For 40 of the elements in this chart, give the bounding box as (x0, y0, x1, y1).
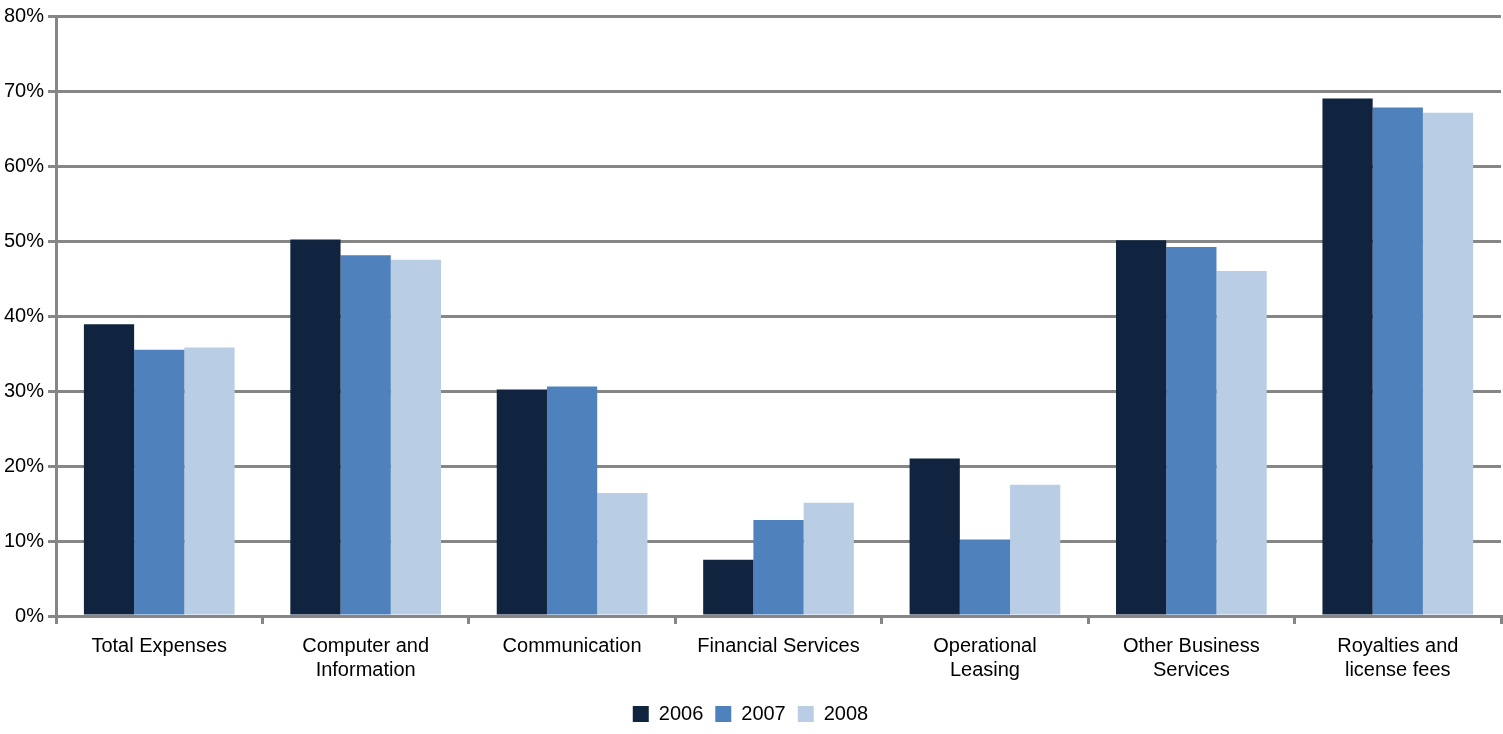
y-tick-label: 0% (15, 603, 45, 626)
y-tick-label: 30% (4, 378, 45, 401)
y-tick-label: 80% (4, 3, 45, 26)
bar (597, 493, 648, 615)
bar (1116, 240, 1167, 615)
x-tick-label: Royalties and license fees (1337, 633, 1459, 680)
bar (1010, 484, 1061, 615)
y-tick-label: 20% (4, 453, 45, 476)
x-tick-label: Computer and Information (302, 633, 430, 680)
bar (1372, 107, 1423, 615)
legend-label: 2008 (823, 701, 869, 724)
bar (496, 389, 547, 615)
bar (753, 520, 804, 615)
y-tick-label: 70% (4, 78, 45, 101)
y-tick-label: 60% (4, 153, 45, 176)
bar (803, 502, 854, 615)
bar (909, 458, 960, 615)
bar (1166, 247, 1217, 615)
x-tick-label: Financial Services (697, 633, 860, 656)
bar (1216, 271, 1267, 615)
bar (340, 255, 391, 615)
bar (1422, 112, 1474, 615)
y-tick-label: 40% (4, 303, 45, 326)
bar (1322, 98, 1373, 615)
bar (546, 386, 598, 615)
legend-label: 2007 (741, 701, 786, 724)
y-tick-label: 10% (4, 528, 45, 551)
y-tick-label: 50% (4, 228, 45, 251)
bar (390, 259, 442, 615)
x-tick-label: Communication (502, 633, 642, 656)
bar (134, 349, 185, 615)
x-tick-label: Operational Leasing (933, 633, 1037, 680)
bar (290, 239, 341, 615)
bar (959, 539, 1011, 615)
bar (703, 559, 754, 615)
bar (184, 347, 235, 615)
bar (83, 324, 135, 615)
x-tick-label: Other Business Services (1123, 633, 1260, 680)
x-tick-label: Total Expenses (91, 633, 228, 656)
legend-label: 2006 (658, 701, 704, 724)
